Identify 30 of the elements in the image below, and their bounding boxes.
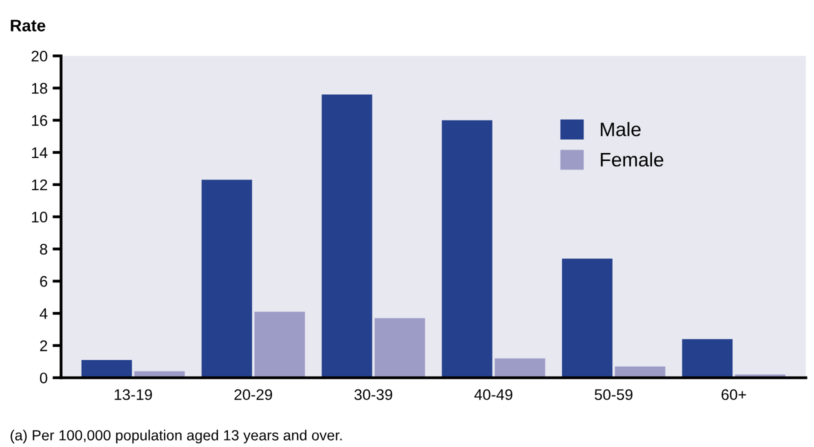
legend-label: Female — [600, 152, 664, 167]
x-tick-label: 20-29 — [234, 389, 272, 400]
y-tick-label: 0 — [40, 372, 48, 384]
y-tick-label: 18 — [32, 82, 48, 94]
x-tick-label: 40-49 — [474, 389, 512, 400]
bar — [202, 180, 252, 378]
x-tick-label: 30-39 — [354, 389, 392, 400]
y-axis-title: Rate — [10, 20, 46, 32]
bar — [322, 94, 372, 378]
bar — [374, 318, 426, 378]
bar — [682, 339, 733, 378]
bar — [254, 312, 305, 378]
x-tick-label: 13-19 — [114, 389, 152, 400]
y-tick-label: 4 — [40, 308, 48, 319]
y-tick-label: 6 — [40, 276, 48, 287]
bar — [494, 358, 546, 378]
y-tick-label: 10 — [32, 212, 48, 222]
text: (a) Per 100,000 population aged 13 years and over. — [10, 430, 342, 444]
bar — [562, 258, 612, 378]
bar — [442, 120, 492, 378]
x-tick-label: 50-59 — [594, 389, 632, 400]
y-tick-label: 16 — [32, 115, 48, 126]
legend-label: Male — [600, 122, 641, 136]
y-tick-label: 14 — [32, 147, 48, 158]
x-tick-label: 60+ — [722, 389, 746, 400]
y-tick-label: 20 — [32, 50, 48, 62]
bar — [81, 360, 132, 378]
y-tick-label: 8 — [40, 244, 48, 255]
y-tick-label: 12 — [32, 179, 48, 190]
y-tick-label: 2 — [40, 340, 48, 352]
